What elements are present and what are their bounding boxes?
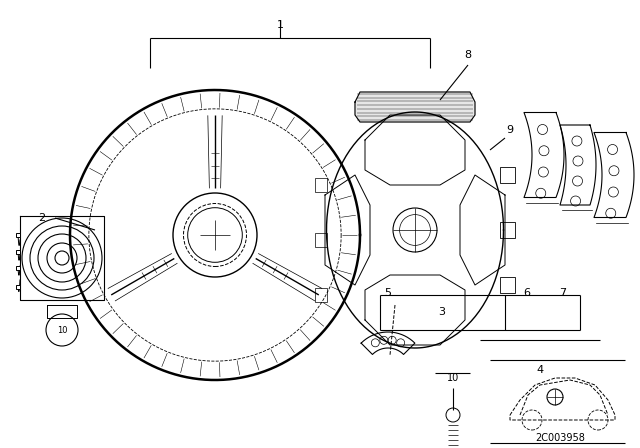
Text: 9: 9 [506, 125, 513, 135]
Text: 8: 8 [465, 50, 472, 60]
Text: 5: 5 [385, 288, 392, 298]
Text: 1: 1 [276, 20, 284, 30]
Text: 4: 4 [536, 365, 543, 375]
Text: 7: 7 [559, 288, 566, 298]
Text: 10: 10 [57, 326, 67, 335]
Text: 6: 6 [524, 288, 531, 298]
Bar [315, 288, 327, 302]
Bar [315, 178, 327, 192]
Text: 10: 10 [447, 373, 459, 383]
Text: 2: 2 [38, 213, 45, 223]
Polygon shape [355, 92, 475, 122]
Text: 3: 3 [438, 307, 445, 317]
Bar [500, 167, 515, 183]
Bar [315, 233, 327, 247]
Bar [500, 277, 515, 293]
Text: 2C003958: 2C003958 [535, 433, 585, 443]
Bar [500, 222, 515, 238]
